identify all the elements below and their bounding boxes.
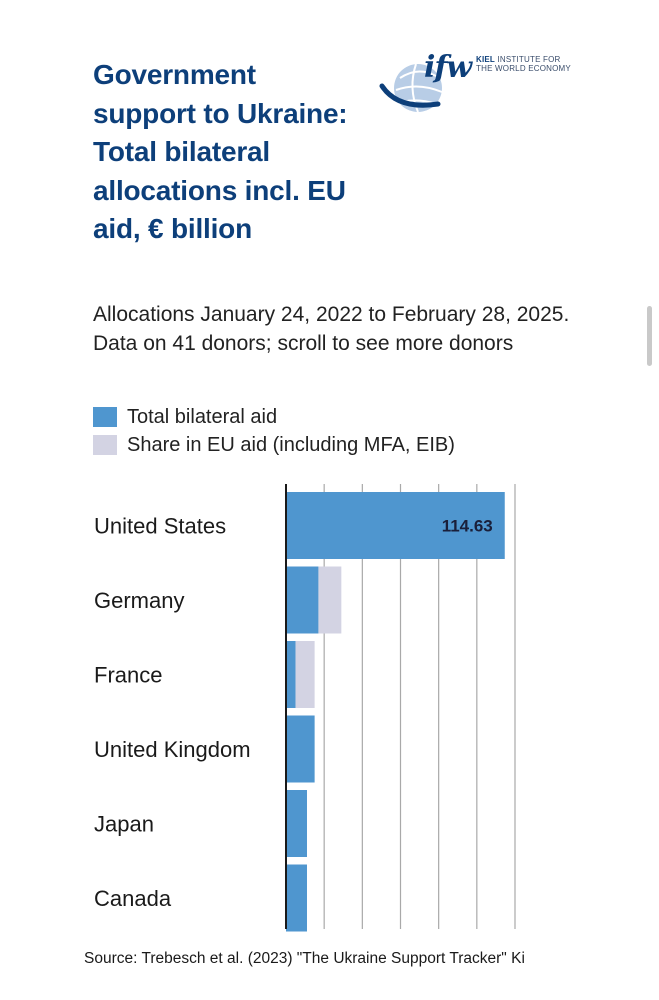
bar-bilateral [286,715,315,783]
logo-line2: THE WORLD ECONOMY [476,64,571,73]
legend-swatch-bilateral [93,407,117,427]
bar-eu-share [318,566,342,634]
ifw-logo [378,48,578,120]
bar-chart: United States 114.63 Germany France United K… [94,484,516,932]
logo-line1-bold: KIEL [476,55,496,64]
legend-item-bilateral: Total bilateral aid [93,403,455,431]
category-label: Canada [94,886,172,911]
legend: Total bilateral aid Share in EU aid (inc… [93,403,455,459]
category-label: United Kingdom [94,737,251,762]
bar-bilateral [286,566,319,634]
legend-label: Total bilateral aid [127,405,278,428]
chart-subtitle: Allocations January 24, 2022 to February… [93,303,570,355]
legend-swatch-eu-share [93,435,117,455]
bar-bilateral [286,492,505,559]
bar-bilateral [286,790,307,857]
chart-title: Government support to Ukraine: Total bil… [93,59,348,244]
category-label: Germany [94,588,184,613]
legend-item-eu-share: Share in EU aid (including MFA, EIB) [93,431,455,459]
data-label: 114.63 [442,517,493,536]
logo-text: KIEL INSTITUTE FOR THE WORLD ECONOMY [476,55,571,73]
source-note: Source: Trebesch et al. (2023) "The Ukra… [84,950,525,967]
page-scrollbar[interactable] [647,306,652,366]
bar-bilateral [286,641,296,708]
logo-mark: ifw [424,50,472,85]
legend-label: Share in EU aid (including MFA, EIB) [127,433,455,456]
bar-eu-share [295,641,315,708]
category-label: Japan [94,812,154,837]
category-label: France [94,663,162,688]
logo-line1: INSTITUTE FOR [497,55,561,64]
category-label: United States [94,514,226,539]
bar-bilateral [286,864,307,932]
globe-swoosh-icon [379,63,443,113]
